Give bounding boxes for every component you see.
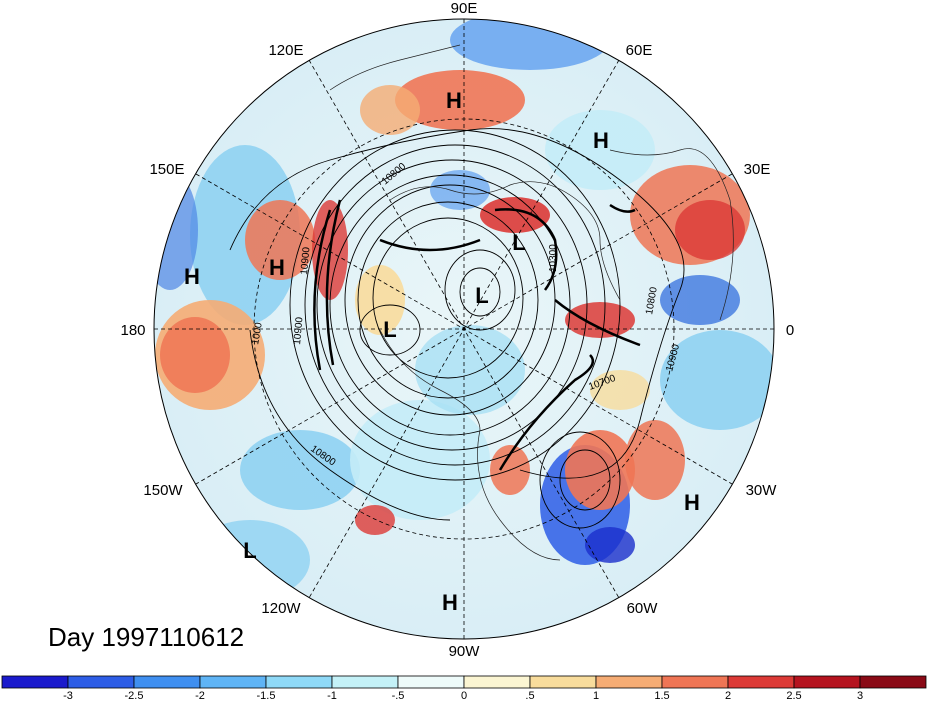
colorbar-segment bbox=[529, 675, 597, 689]
colorbar-segment bbox=[331, 675, 399, 689]
pressure-center-low: L bbox=[383, 317, 396, 342]
lon-label-120e: 120E bbox=[268, 42, 303, 59]
colorbar-segment bbox=[595, 675, 663, 689]
pressure-center-high: H bbox=[442, 590, 458, 615]
colorbar-segment bbox=[727, 675, 795, 689]
coastlines bbox=[329, 44, 734, 561]
lon-label-60e: 60E bbox=[626, 42, 653, 59]
lon-label-30e: 30E bbox=[744, 161, 771, 178]
lon-label-180: 180 bbox=[120, 322, 145, 339]
colorbar-segment bbox=[397, 675, 465, 689]
colorbar-tick-label: 0 bbox=[461, 690, 467, 702]
colorbar-tick-label: -1 bbox=[327, 690, 337, 702]
lon-label-90w: 90W bbox=[449, 643, 481, 660]
colorbar-segment bbox=[793, 675, 861, 689]
colorbar-segment bbox=[199, 675, 267, 689]
colorbar-segment bbox=[265, 675, 333, 689]
lon-label-30w: 30W bbox=[746, 482, 778, 499]
colorbar-segment bbox=[1, 675, 69, 689]
colorbar-tick-label: -1.5 bbox=[257, 690, 276, 702]
graticule bbox=[154, 19, 774, 639]
pressure-center-low: L bbox=[512, 230, 525, 255]
pressure-center-low: L bbox=[243, 538, 256, 563]
pressure-center-high: H bbox=[269, 255, 285, 280]
pressure-center-high: H bbox=[593, 128, 609, 153]
colorbar-tick-label: 2 bbox=[725, 690, 731, 702]
contour-label: 10900 bbox=[292, 316, 305, 345]
colorbar-tick-label: 1.5 bbox=[654, 690, 669, 702]
map-title: Day 1997110612 bbox=[48, 622, 244, 652]
colorbar-tick-label: 2.5 bbox=[786, 690, 801, 702]
lon-label-60w: 60W bbox=[627, 600, 659, 617]
lon-label-150e: 150E bbox=[149, 161, 184, 178]
colorbar-segment bbox=[463, 675, 531, 689]
contour-label: 10900 bbox=[299, 246, 312, 275]
pressure-center-high: H bbox=[684, 490, 700, 515]
colorbar-segment bbox=[67, 675, 135, 689]
lon-label-90e: 90E bbox=[451, 0, 478, 17]
lon-label-0: 0 bbox=[786, 322, 794, 339]
longitude-labels: 90E 60E 30E 0 30W 60W 90W 120W 150W 180 … bbox=[120, 0, 794, 660]
colorbar: -3 -2.5 -2 -1.5 -1 -.5 0 .5 1 1.5 2 2.5 3 bbox=[1, 675, 927, 702]
colorbar-tick-label: .5 bbox=[525, 690, 534, 702]
pressure-centers: H H L L L H H H L H bbox=[184, 88, 700, 615]
contour-label: 10300 bbox=[548, 244, 559, 272]
colorbar-tick-label: 3 bbox=[857, 690, 863, 702]
pressure-center-high: H bbox=[184, 264, 200, 289]
colorbar-tick-label: 1 bbox=[593, 690, 599, 702]
colorbar-segment bbox=[133, 675, 201, 689]
colorbar-tick-label: -.5 bbox=[392, 690, 405, 702]
height-contours bbox=[229, 128, 685, 529]
contour-label: 10800 bbox=[644, 286, 660, 316]
colorbar-segment bbox=[661, 675, 729, 689]
colorbar-tick-label: -3 bbox=[63, 690, 73, 702]
lon-label-150w: 150W bbox=[143, 482, 183, 499]
contour-label: 1000 bbox=[250, 321, 265, 345]
lon-label-120w: 120W bbox=[261, 600, 301, 617]
colorbar-tick-label: -2 bbox=[195, 690, 205, 702]
pressure-center-low: L bbox=[475, 283, 488, 308]
wind-maxima bbox=[313, 199, 641, 471]
pressure-center-high: H bbox=[446, 88, 462, 113]
colorbar-segment bbox=[859, 675, 927, 689]
colorbar-tick-label: -2.5 bbox=[125, 690, 144, 702]
